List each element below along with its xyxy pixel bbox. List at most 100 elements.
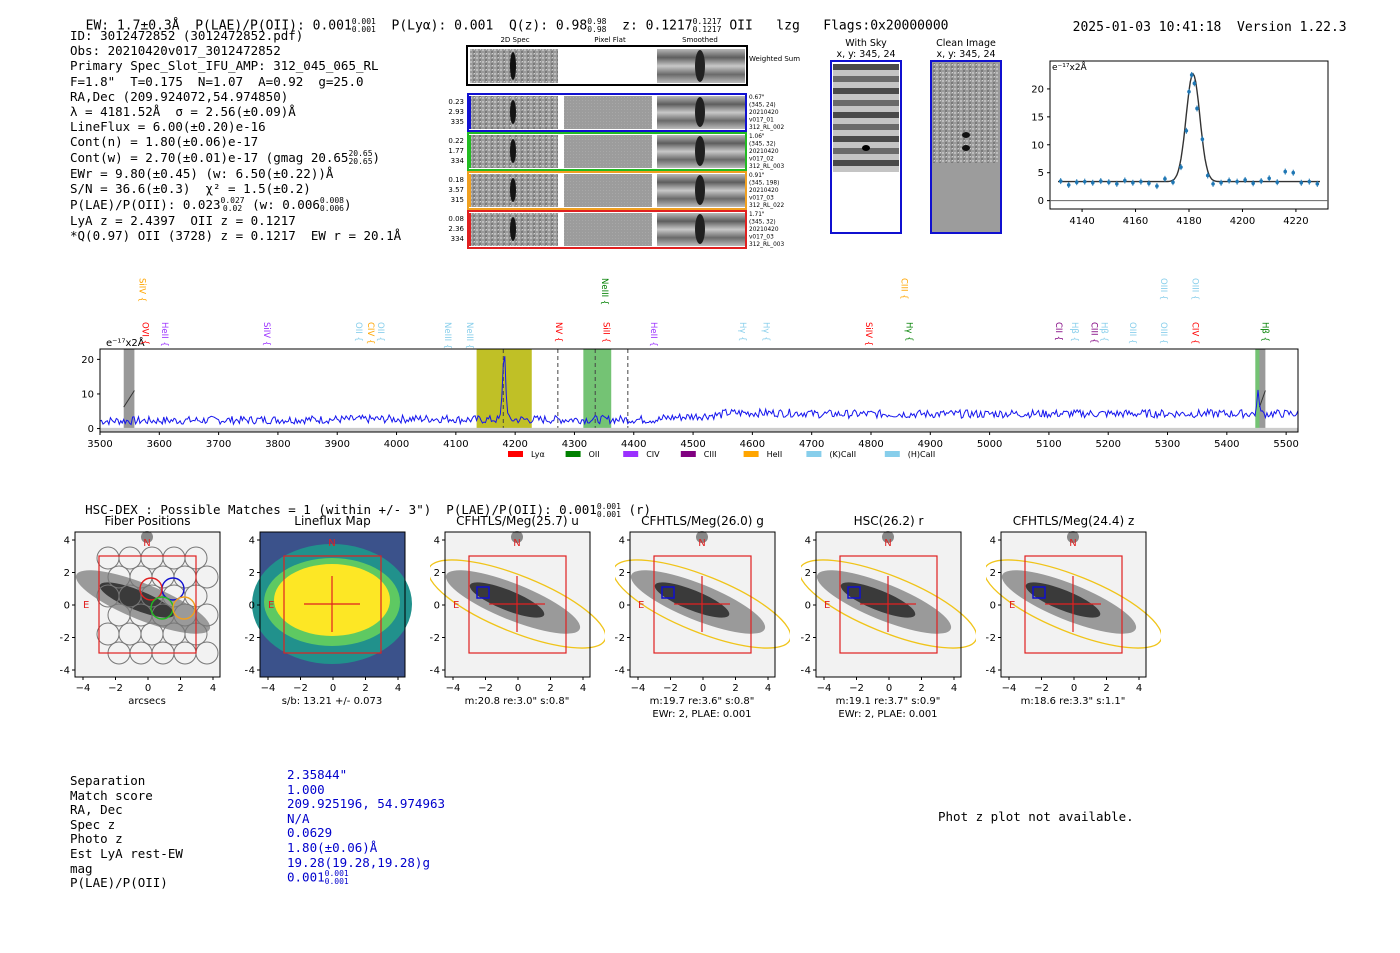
stat-key-mag: mag <box>70 860 93 876</box>
clean-image-panel: Clean Image x, y: 345, 24 <box>930 38 1002 238</box>
fiber-box <box>1032 586 1046 599</box>
hsc-ytick-label: −4 <box>986 666 996 677</box>
hsc-caption: s/b: 13.21 +/- 0.073 <box>282 696 382 707</box>
galaxy-neighbor <box>511 531 523 543</box>
spectrum-line-label: CIII { <box>899 278 909 300</box>
stat-val-separation: 2.35844" <box>287 767 348 782</box>
header-bar: EW: 1.7±0.3Å P(LAE)/P(OII): 0.001 0.001 0.… <box>70 3 949 34</box>
spectrum-xtick-label: 4000 <box>384 439 409 450</box>
hsc-panel-svg: N E 4 −4 2 −2 0 0 −2 2 −4 4 m:19.7 re:3.6" s:0.8" EWr… <box>615 531 790 720</box>
hsc-xtick-label: −2 <box>478 683 493 694</box>
hsc-ytick-label: 2 <box>434 568 440 579</box>
galaxy-neighbor <box>1067 531 1079 543</box>
sky-band-light <box>833 166 899 172</box>
hsc-panel-svg: N E 4 −4 2 −2 0 0 −2 2 −4 4 m:18.6 re:3.3" s:1.1" <box>986 531 1161 707</box>
hsc-ytick-label: −4 <box>430 666 440 677</box>
fit-data-point <box>1243 178 1247 182</box>
hsc-panel-title: CFHTLS/Meg(26.0) g <box>641 514 764 528</box>
hsc-panel-0: Fiber Positions N E 4 −4 2 −2 0 0 −2 2 −4 4 arcsecs <box>60 510 235 725</box>
hsc-caption: m:19.7 re:3.6" s:0.8" <box>650 696 755 707</box>
east-label: E <box>83 600 89 611</box>
spectrum-line-label: OIII { <box>1189 278 1199 300</box>
spectrum-legend-label: CIV <box>646 450 660 459</box>
fit-data-point <box>1259 179 1263 183</box>
spectrum-line-label: Hβ { <box>1259 322 1269 342</box>
fit-data-point <box>1187 89 1191 94</box>
hsc-panel-row: Fiber Positions N E 4 −4 2 −2 0 0 −2 2 −4 4 arcsecs Li… <box>0 510 1400 725</box>
cutout-row-right-3: v017_03 <box>749 235 774 241</box>
search-box <box>839 555 938 654</box>
east-label: E <box>453 600 459 611</box>
hsc-xtick-label: −2 <box>849 683 864 694</box>
hsc-ytick-label: −2 <box>801 633 811 644</box>
cutout-row-right-0: 1.06" <box>749 134 765 140</box>
cutout-row-right-2: 20210420 <box>749 110 779 116</box>
header-qz: Q(z): 0.98 <box>508 18 588 34</box>
spectrum-line-marker: OIII { <box>1127 322 1137 344</box>
spectrum-xtick-label: 4500 <box>680 439 705 450</box>
info-radec: RA,Dec (209.924072,54.974850) <box>70 88 289 104</box>
east-label: E <box>1009 600 1015 611</box>
spectrum-line-marker: Hβ { <box>1259 322 1269 342</box>
info-contw: Cont(w) = 2.70(±0.01)e-17 (gmag 20.65 <box>70 149 349 165</box>
info-fwhm: F=1.8" T=0.175 N=1.07 A=0.92 g=25.0 <box>70 73 364 89</box>
info-contw-row: Cont(w) = 2.70(±0.01)e-17 (gmag 20.65 20.… <box>70 149 381 167</box>
fit-data-point <box>1227 178 1231 183</box>
spectrum-xtick-label: 4100 <box>443 439 468 450</box>
sky-band-light <box>833 130 899 136</box>
stat-val-plae-sup: 0.001 <box>324 869 349 879</box>
hsc-ytick-label: −4 <box>615 666 625 677</box>
cutout-row-marker <box>468 213 471 246</box>
line-fit-plot: e⁻¹⁷x2Å 0 5 10 15 20 4140 4160 4180 4200 4220 <box>1020 55 1330 235</box>
stat-val-lya-ew: 1.80(±0.06)Å <box>287 839 378 855</box>
north-label: N <box>143 538 150 549</box>
hsc-ytick-label: 0 <box>249 601 255 612</box>
cutout-smooth-spot <box>695 97 705 127</box>
cutout-row-right-1: (345, 32) <box>749 220 776 226</box>
spectrum-line-marker: SiIV { <box>261 322 271 346</box>
spectrum-ytick-label: 10 <box>81 389 94 400</box>
stat-val-photoz: 0.0629 <box>287 825 333 841</box>
spectrum-xtick-label: 3500 <box>87 439 112 450</box>
fiber-box <box>661 586 675 599</box>
hsc-xtick-label: −4 <box>817 683 832 694</box>
line-fit-svg: e⁻¹⁷x2Å 0 5 10 15 20 4140 4160 4180 4200 4220 <box>1031 60 1329 227</box>
fit-data-point <box>1267 176 1271 181</box>
fit-data-point <box>1195 106 1199 111</box>
sky-band-light <box>833 82 899 88</box>
fit-ytick-label: 10 <box>1031 140 1044 151</box>
header-ew: EW: 1.7±0.3Å <box>85 18 180 34</box>
search-box <box>283 555 382 654</box>
hsc-xtick-label: −2 <box>663 683 678 694</box>
hsc-ytick-label: −4 <box>245 666 255 677</box>
spectrum-ytick-label: 20 <box>81 355 94 366</box>
sky-band <box>833 112 899 118</box>
fit-data-point <box>1074 180 1079 184</box>
fit-ytick-label: 20 <box>1031 84 1044 95</box>
spectrum-line-marker: Hβ { <box>1069 322 1079 342</box>
fit-data-point <box>1200 137 1205 141</box>
cutout-row-right-1: (345, 24) <box>749 103 776 109</box>
fit-data-point <box>1189 73 1194 77</box>
cutout-row-right-3: v017_03 <box>749 196 774 202</box>
fit-data-point <box>1235 179 1239 184</box>
spectrum-legend-swatch <box>806 451 822 457</box>
info-q: *Q(0.97) OII (3728) z = 0.1217 EW r = 20… <box>70 228 402 244</box>
aperture-ellipse <box>986 559 1161 649</box>
stat-val-plae-row: 0.001 0.001 0.001 <box>287 870 445 886</box>
cutout-emission-spot <box>510 139 516 163</box>
cutout-row-marker <box>468 174 471 207</box>
stat-key-match-score: Match score <box>70 787 153 803</box>
fit-data-point <box>1090 180 1095 185</box>
info-lineflux: LineFlux = 6.00(±0.20)e-16 <box>70 119 266 135</box>
spectrum-legend-label: CIII <box>704 450 717 459</box>
spectrum-xtick-label: 4200 <box>502 439 527 450</box>
cutout-col-title-0: 2D Spec <box>500 36 529 44</box>
header-z: z: 0.1217 <box>622 18 693 34</box>
spectrum-legend-swatch <box>565 451 581 457</box>
fit-data-point <box>1171 180 1175 184</box>
cutout-emission-spot <box>510 217 516 241</box>
fit-xtick-label: 4220 <box>1283 216 1308 227</box>
spectrum-hatch <box>123 390 135 408</box>
fit-data-point <box>1211 182 1215 186</box>
